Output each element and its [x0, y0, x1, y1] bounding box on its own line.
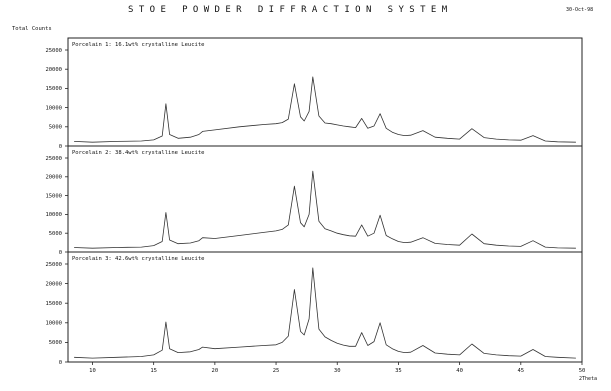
- x-tick-label: 35: [395, 368, 402, 374]
- diffraction-trace-1: [74, 76, 576, 143]
- panel-frame: [67, 251, 583, 363]
- diffraction-trace-3: [74, 267, 576, 359]
- x-axis: 10 15 20 25 30 35 40 45 50: [89, 362, 585, 374]
- y-tick-label: 15000: [45, 86, 62, 92]
- panel-frame: [67, 37, 583, 147]
- y-axis-label: Total Counts: [12, 26, 52, 32]
- diffraction-trace-2: [74, 170, 576, 249]
- x-axis-label: 2Theta: [579, 376, 598, 382]
- panel-label: Porcelain 1: 16.1wt% crystalline Leucite: [72, 42, 204, 48]
- y-tick-label: 15000: [45, 193, 62, 199]
- panel-label: Porcelain 2: 38.4wt% crystalline Leucite: [72, 150, 204, 156]
- y-tick-label: 20000: [45, 281, 62, 287]
- y-tick-label: 15000: [45, 301, 62, 307]
- y-tick-label: 25000: [45, 262, 62, 268]
- x-tick-label: 30: [334, 368, 341, 374]
- x-tick-label: 15: [150, 368, 157, 374]
- x-tick-label: 50: [579, 368, 586, 374]
- x-tick-label: 20: [212, 368, 219, 374]
- chart-date: 30-Oct-98: [566, 7, 594, 13]
- y-tick-label: 5000: [49, 340, 62, 346]
- x-tick-label: 45: [517, 368, 524, 374]
- y-tick-label: 20000: [45, 67, 62, 73]
- x-tick-label: 40: [456, 368, 463, 374]
- y-tick-label: 20000: [45, 175, 62, 181]
- panel-frame: [67, 145, 583, 253]
- y-tick-label: 25000: [45, 156, 62, 162]
- panel-2: Porcelain 2: 38.4wt% crystalline Leucite…: [45, 145, 583, 256]
- panel-label: Porcelain 3: 42.6wt% crystalline Leucite: [72, 256, 204, 262]
- x-tick-label: 10: [89, 368, 96, 374]
- chart-title: STOE POWDER DIFFRACTION SYSTEM: [128, 5, 453, 15]
- y-tick-label: 0: [59, 144, 62, 150]
- chart-panels: Porcelain 1: 16.1wt% crystalline Leucite…: [45, 37, 583, 366]
- y-tick-label: 10000: [45, 321, 62, 327]
- y-tick-label: 25000: [45, 48, 62, 54]
- y-tick-label: 5000: [49, 125, 62, 131]
- panel-1: Porcelain 1: 16.1wt% crystalline Leucite…: [45, 37, 583, 150]
- y-tick-label: 0: [59, 360, 62, 366]
- y-tick-label: 10000: [45, 105, 62, 111]
- y-tick-label: 0: [59, 250, 62, 256]
- y-tick-label: 10000: [45, 212, 62, 218]
- x-tick-label: 25: [273, 368, 280, 374]
- panel-3: Porcelain 3: 42.6wt% crystalline Leucite…: [45, 251, 583, 366]
- y-tick-label: 5000: [49, 231, 62, 237]
